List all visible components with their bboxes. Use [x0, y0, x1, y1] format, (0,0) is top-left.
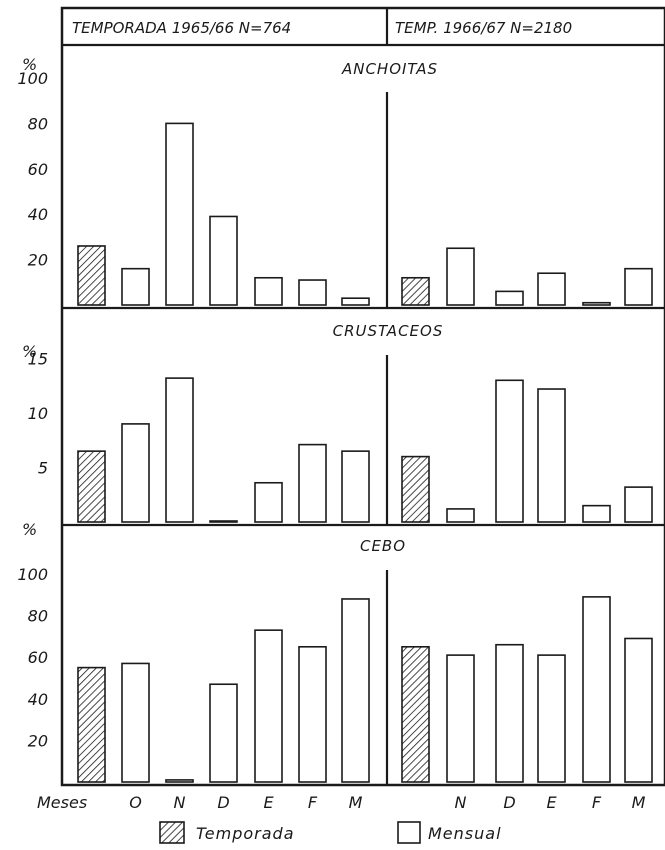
bar-cebo-s2-d	[495, 643, 524, 783]
y-tick-label: 15	[28, 350, 48, 369]
legend-mensual-label: Mensual	[428, 824, 502, 843]
bar-anchoitas-s2-f	[582, 301, 611, 306]
y-unit-cebo: %	[22, 520, 37, 539]
bar-cebo-s1-d	[209, 683, 238, 783]
bar-anchoitas-s1-e	[254, 276, 283, 306]
y-tick-label: 60	[28, 160, 48, 179]
x-tick-label: D	[217, 793, 229, 812]
bar-cebo-s2-m	[624, 637, 653, 783]
bar-anchoitas-s1-f	[298, 279, 327, 306]
x-tick-label: N	[174, 793, 186, 812]
bar-crustaceos-s2-temporada	[401, 455, 430, 523]
bar-anchoitas-s2-e	[537, 272, 566, 306]
bar-crustaceos-s1-n	[165, 377, 194, 523]
bar-crustaceos-s1-d	[209, 520, 238, 523]
y-tick-label: 20	[28, 731, 48, 750]
bar-crustaceos-s1-temporada	[77, 450, 106, 523]
x-tick-label: M	[632, 793, 646, 812]
y-tick-label: 80	[28, 114, 48, 133]
bar-anchoitas-s1-temporada	[77, 245, 106, 306]
bar-cebo-s2-n	[446, 654, 475, 783]
x-tick-label: E	[263, 793, 274, 812]
outer-frame	[60, 6, 665, 787]
months-label: Meses	[37, 793, 87, 812]
bar-anchoitas-s1-n	[165, 122, 194, 306]
panel-title-crustaceos: CRUSTACEOS	[333, 322, 444, 340]
bar-crustaceos-s2-f	[582, 504, 611, 523]
panel-title-anchoitas: ANCHOITAS	[341, 60, 438, 78]
header-left-title: TEMPORADA 1965/66 N=764	[72, 19, 291, 37]
bar-crustaceos-s1-m	[341, 450, 370, 523]
y-tick-label: 60	[28, 648, 48, 667]
bar-anchoitas-s2-n	[446, 247, 475, 306]
header-right-title: TEMP. 1966/67 N=2180	[395, 19, 572, 37]
bar-cebo-s2-f	[582, 596, 611, 783]
legend-temporada-label: Temporada	[196, 824, 295, 843]
x-tick-label: D	[503, 793, 515, 812]
y-tick-label: 40	[28, 690, 48, 709]
y-tick-label: 20	[28, 251, 48, 270]
x-tick-label: F	[592, 793, 602, 812]
panel-title-cebo: CEBO	[360, 537, 406, 555]
bar-cebo-s1-temporada	[77, 666, 106, 783]
bar-anchoitas-s2-m	[624, 267, 653, 306]
bars-layer	[77, 122, 653, 783]
bar-crustaceos-s1-e	[254, 481, 283, 523]
y-unit-crustaceos: %	[22, 342, 37, 361]
y-ticks-layer: 20 40 60 80 100 5 10 15 20 40 60 80 100	[17, 69, 48, 750]
y-tick-label: 40	[28, 205, 48, 224]
x-tick-label: N	[455, 793, 467, 812]
y-tick-label: 5	[38, 459, 48, 478]
x-tick-label: F	[308, 793, 318, 812]
bar-cebo-s2-e	[537, 654, 566, 783]
y-tick-label: 100	[17, 565, 48, 584]
bar-cebo-s1-e	[254, 629, 283, 783]
bar-anchoitas-s1-d	[209, 215, 238, 306]
x-tick-label: E	[546, 793, 557, 812]
y-unit-anchoitas: %	[22, 55, 37, 74]
legend-mensual-swatch	[397, 821, 421, 844]
bar-anchoitas-s2-temporada	[401, 276, 430, 306]
bar-cebo-s1-n	[165, 779, 194, 783]
bar-crustaceos-s1-f	[298, 443, 327, 523]
y-tick-label: 100	[17, 69, 48, 88]
bar-crustaceos-s1-o	[121, 423, 150, 523]
bar-crustaceos-s2-n	[446, 508, 475, 523]
bar-cebo-s1-f	[298, 645, 327, 783]
bar-crustaceos-s2-m	[624, 486, 653, 523]
bar-crustaceos-s2-d	[495, 379, 524, 523]
y-tick-label: 10	[28, 404, 48, 423]
bar-cebo-s1-o	[121, 662, 150, 783]
bar-anchoitas-s1-o	[121, 267, 150, 306]
x-tick-label: O	[129, 793, 142, 812]
legend-temporada-swatch	[159, 821, 185, 844]
bar-crustaceos-s2-e	[537, 388, 566, 523]
x-tick-label: M	[349, 793, 363, 812]
bar-cebo-s2-temporada	[401, 645, 430, 783]
bar-anchoitas-s1-m	[341, 297, 370, 306]
y-tick-label: 80	[28, 607, 48, 626]
bar-anchoitas-s2-d	[495, 290, 524, 306]
bar-cebo-s1-m	[341, 598, 370, 783]
